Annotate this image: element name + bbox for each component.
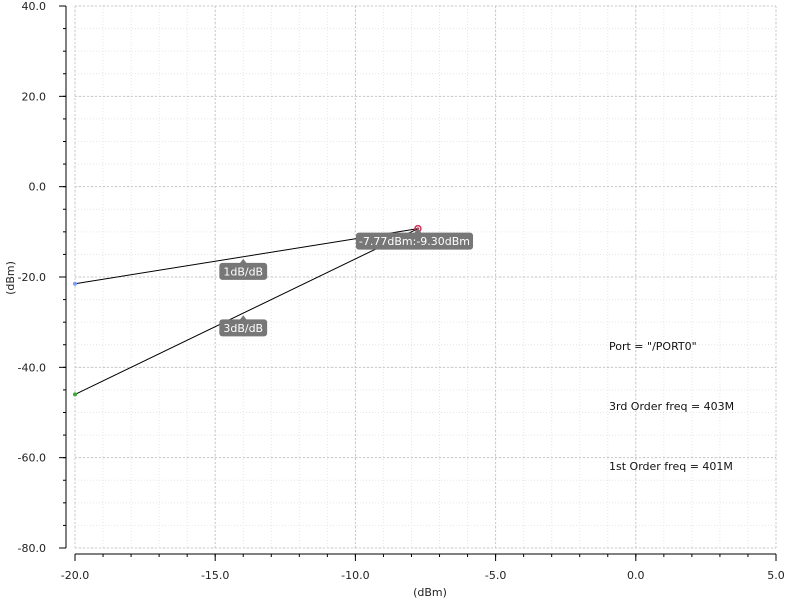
- markers-group: -7.77dBm:-9.30dBm 1dB/dB 3dB/dB: [219, 224, 474, 337]
- slope-label-1db-text: 1dB/dB: [223, 265, 263, 278]
- y-tick-label: -80.0: [18, 542, 46, 555]
- annotation-3rd-order-freq: 3rd Order freq = 403M: [609, 400, 734, 413]
- y-tick-label: 0.0: [29, 181, 47, 194]
- y-tick-label: -20.0: [18, 271, 46, 284]
- x-tick-label: 0.0: [627, 569, 645, 582]
- slope-label-3db-text: 3dB/dB: [223, 322, 263, 335]
- slope-label-1db-pointer: [239, 258, 248, 264]
- x-tick-label: -15.0: [201, 569, 229, 582]
- intercept-label-pointer: [413, 228, 422, 234]
- y-tick-label: 20.0: [22, 90, 47, 103]
- slope-label-3db-box: [219, 319, 268, 337]
- slope-label-3db-pointer: [239, 315, 248, 321]
- x-tick-label: -20.0: [61, 569, 89, 582]
- y-tick-label: -40.0: [18, 361, 46, 374]
- series-start-point: [73, 392, 77, 397]
- slope-label-1db: 1dB/dB: [219, 258, 268, 280]
- annotation-port: Port = "/PORT0": [609, 340, 697, 353]
- x-tick-label: -10.0: [341, 569, 369, 582]
- slope-label-3db: 3dB/dB: [219, 315, 268, 337]
- major-grid: [74, 5, 777, 549]
- x-tick-label: 5.0: [767, 569, 785, 582]
- tick-labels: -20.0 -15.0 -10.0 -5.0 0.0 5.0 40.0 20.0 0.0 -20.…: [18, 0, 785, 582]
- annotation-1st-order-freq: 1st Order freq = 401M: [609, 460, 733, 473]
- y-axis-label: (dBm): [4, 261, 17, 295]
- tick-marks: [59, 5, 777, 561]
- slope-label-1db-box: [219, 262, 268, 280]
- series-start-point: [73, 281, 77, 286]
- intercept-label-text: -7.77dBm:-9.30dBm: [359, 235, 470, 248]
- intercept-label-box: [355, 232, 474, 250]
- x-tick-label: -5.0: [485, 569, 506, 582]
- x-axis-label: (dBm): [413, 586, 447, 599]
- series-line-3rd-order: [74, 228, 419, 395]
- intercept-label: -7.77dBm:-9.30dBm: [355, 228, 474, 250]
- y-tick-label: -60.0: [18, 452, 46, 465]
- y-tick-label: 40.0: [22, 0, 47, 13]
